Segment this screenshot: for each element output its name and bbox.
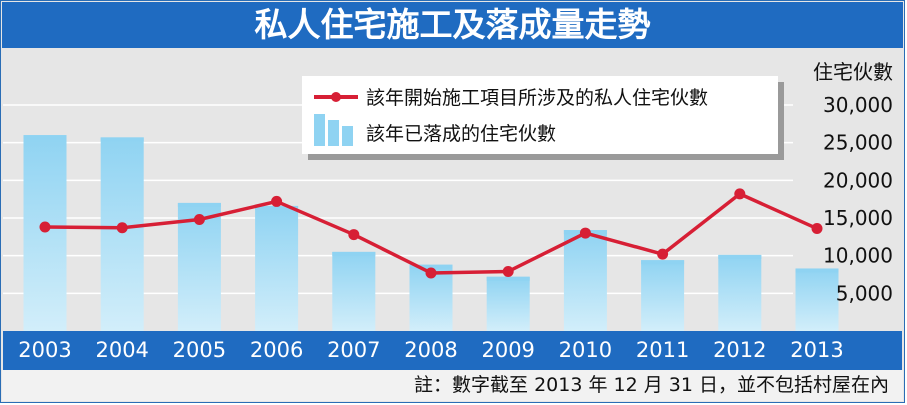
x-tick-label: 2003 xyxy=(18,338,71,362)
legend-bar-swatch-3 xyxy=(342,126,353,146)
bar-top xyxy=(795,268,839,273)
bar xyxy=(563,230,607,331)
y-tick-label: 20,000 xyxy=(823,168,893,192)
x-tick-label: 2012 xyxy=(713,338,766,362)
x-tick-label: 2011 xyxy=(636,338,689,362)
bar-top xyxy=(177,202,221,207)
line-point xyxy=(193,214,205,226)
bar-top xyxy=(100,137,144,142)
x-tick-label: 2006 xyxy=(250,338,303,362)
line-point xyxy=(425,267,437,279)
bar-top xyxy=(486,276,530,281)
title-bar: 私人住宅施工及落成量走勢 xyxy=(2,2,903,48)
line-point xyxy=(734,188,746,200)
x-tick-label: 2010 xyxy=(559,338,612,362)
chart-title: 私人住宅施工及落成量走勢 xyxy=(254,5,651,44)
x-tick-label: 2004 xyxy=(95,338,148,362)
x-axis-labels: 2003 2004 2005 2006 2007 2008 2009 2010 2011 2012… xyxy=(18,338,843,362)
y-axis-title: 住宅伙數 xyxy=(813,60,893,84)
line-series xyxy=(39,188,823,279)
x-tick-label: 2007 xyxy=(327,338,380,362)
y-tick-label: 25,000 xyxy=(823,131,893,155)
line-point xyxy=(811,223,823,235)
x-axis-band xyxy=(3,331,902,370)
y-tick-label: 5,000 xyxy=(836,281,893,305)
x-tick-label: 2013 xyxy=(790,338,843,362)
legend-bar-swatch-2 xyxy=(328,120,339,146)
bar xyxy=(332,251,376,331)
bar-top xyxy=(255,205,299,210)
bar xyxy=(795,268,839,331)
bar xyxy=(718,254,762,331)
x-tick-label: 2008 xyxy=(404,338,457,362)
footer: 註：數字截至 2013 年 12 月 31 日，並不包括村屋在內 xyxy=(2,370,903,401)
bar-top xyxy=(641,260,685,265)
legend-line-marker xyxy=(331,92,341,102)
bar xyxy=(100,137,144,331)
x-tick-label: 2009 xyxy=(481,338,534,362)
legend-bar-label: 該年已落成的住宅伙數 xyxy=(366,123,556,145)
bar xyxy=(486,276,530,331)
y-tick-label: 10,000 xyxy=(823,244,893,268)
legend-bar-swatch-1 xyxy=(314,114,325,146)
y-tick-label: 15,000 xyxy=(823,206,893,230)
line-point xyxy=(39,221,51,233)
line-point xyxy=(271,195,283,207)
bar xyxy=(641,260,685,331)
line-point xyxy=(579,227,591,239)
legend-line-label: 該年開始施工項目所涉及的私人住宅伙數 xyxy=(366,87,708,109)
y-axis-labels: 5,000 10,000 15,000 20,000 25,000 30,000 xyxy=(823,93,893,305)
line-point xyxy=(657,248,669,260)
legend: 該年開始施工項目所涉及的私人住宅伙數 該年已落成的住宅伙數 xyxy=(302,76,784,160)
bar-series xyxy=(23,135,839,331)
bar-top xyxy=(332,251,376,256)
bar-top xyxy=(409,264,453,269)
x-tick-label: 2005 xyxy=(173,338,226,362)
legend-box xyxy=(302,76,778,154)
line-point xyxy=(502,265,514,277)
line-point xyxy=(348,229,360,241)
bar xyxy=(23,135,67,331)
footnote: 註：數字截至 2013 年 12 月 31 日，並不包括村屋在內 xyxy=(414,374,889,396)
bar-top xyxy=(23,135,67,140)
line-point xyxy=(116,222,128,234)
bar xyxy=(255,205,299,331)
y-tick-label: 30,000 xyxy=(823,93,893,117)
bar-top xyxy=(718,254,762,259)
